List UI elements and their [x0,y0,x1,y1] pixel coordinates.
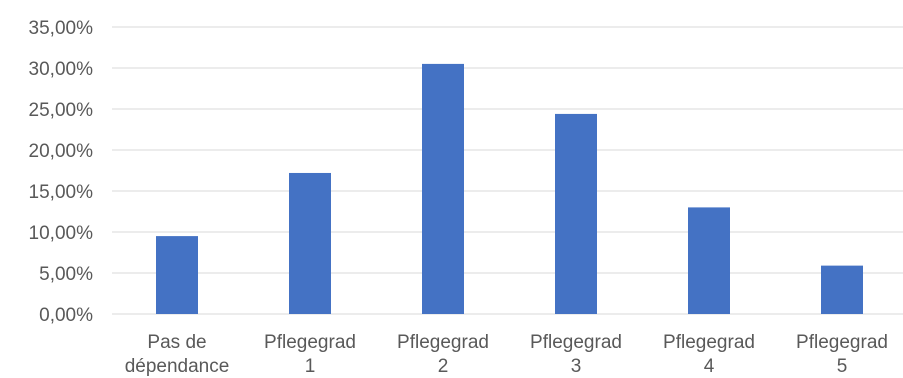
y-tick-label: 35,00% [29,18,94,39]
bar [156,236,198,314]
y-tick-label: 20,00% [29,141,94,162]
x-category-label: Pflegegrad [796,332,888,353]
x-category-label: Pflegegrad [530,332,622,353]
x-category-label: Pflegegrad [264,332,356,353]
x-category-label: Pflegegrad [663,332,755,353]
bar [688,207,730,314]
x-category-label: dépendance [125,356,230,377]
gridlines [112,26,903,315]
bar [289,172,331,314]
x-category-label: 2 [438,356,449,377]
x-category-label: 5 [837,356,848,377]
x-category-label: Pflegegrad [397,332,489,353]
x-category-label: 4 [704,356,715,377]
y-axis-tick-labels: 0,00% 5,00% 10,00% 15,00% 20,00% 25,00% 30,00%… [29,18,94,326]
bar [821,265,863,314]
y-tick-label: 5,00% [39,264,93,285]
y-tick-label: 10,00% [29,223,94,244]
x-category-label: 3 [571,356,582,377]
bars [156,63,863,315]
bar [555,113,597,314]
y-tick-label: 25,00% [29,100,94,121]
x-category-label: 1 [305,356,316,377]
x-axis-category-labels: Pas de dépendance Pflegegrad 1 Pflegegrad 2 Pf… [125,332,888,377]
bar [422,63,464,315]
y-tick-label: 0,00% [39,305,93,326]
x-category-label: Pas de [147,332,206,353]
y-tick-label: 30,00% [29,59,94,80]
y-tick-label: 15,00% [29,182,94,203]
